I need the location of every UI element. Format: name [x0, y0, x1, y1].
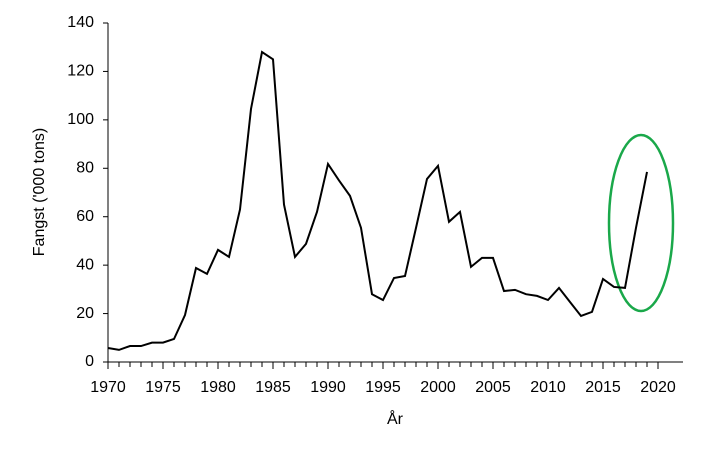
x-tick-label: 2000: [420, 379, 456, 396]
x-tick-label: 2005: [475, 379, 511, 396]
data-line: [107, 50, 648, 351]
x-tick-label: 1975: [145, 379, 181, 396]
x-tick-label: 1980: [200, 379, 236, 396]
y-tick-label: 80: [76, 160, 94, 177]
y-axis-label: Fangst ('000 tons): [31, 128, 48, 256]
y-tick-label: 20: [76, 305, 94, 322]
x-tick-label: 1995: [365, 379, 401, 396]
x-tick-label: 2020: [640, 379, 676, 396]
y-tick-label: 140: [67, 14, 94, 31]
y-tick-label: 60: [76, 208, 94, 225]
y-tick-label: 0: [85, 353, 94, 370]
x-tick-label: 1970: [90, 379, 126, 396]
x-tick-label: 1990: [310, 379, 346, 396]
x-tick-label: 1985: [255, 379, 291, 396]
y-tick-label: 100: [67, 111, 94, 128]
y-tick-label: 120: [67, 63, 94, 80]
highlight-ellipse: [607, 133, 675, 313]
x-tick-label: 2010: [530, 379, 566, 396]
x-tick-label: 2015: [585, 379, 621, 396]
y-tick-label: 40: [76, 256, 94, 273]
x-axis-label: År: [387, 409, 404, 428]
